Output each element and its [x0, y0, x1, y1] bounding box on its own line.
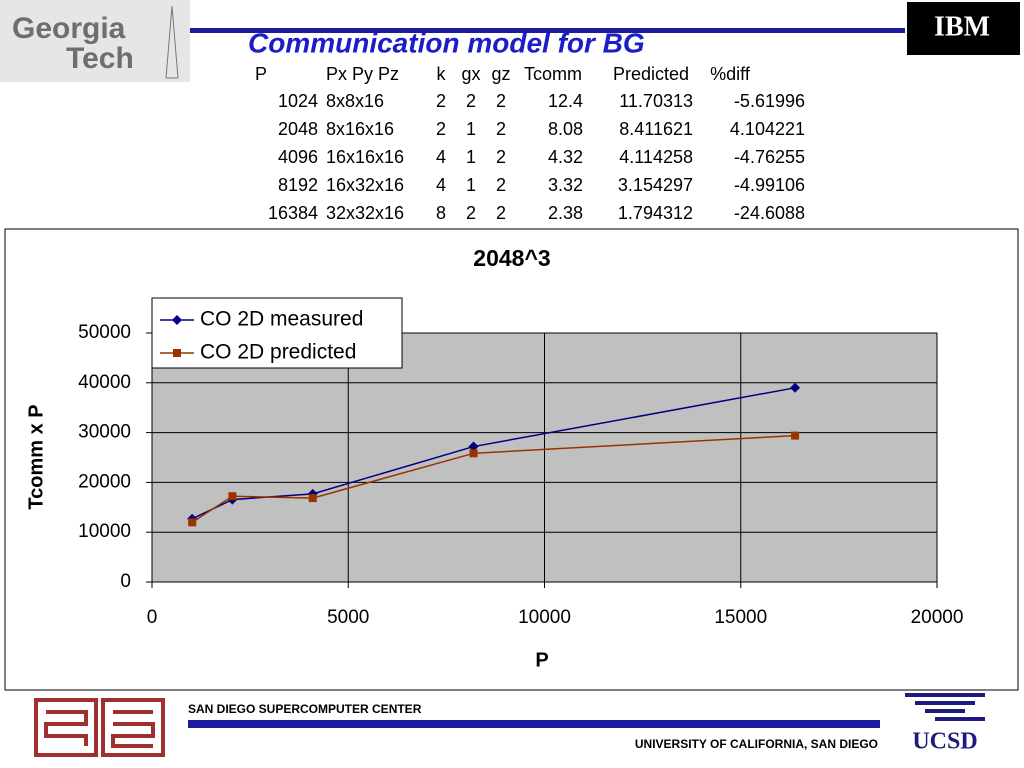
table-cell: 2: [496, 203, 506, 223]
table-cell: 2: [496, 119, 506, 139]
table-cell: 4.32: [548, 147, 583, 167]
gt-logo: Tech: [66, 42, 134, 75]
table-cell: 2: [496, 147, 506, 167]
table-header: gx: [461, 64, 480, 84]
marker: [308, 494, 317, 503]
table-cell: 2048: [278, 119, 318, 139]
table-cell: -5.61996: [734, 91, 805, 111]
table-cell: 1024: [278, 91, 318, 111]
x-tick-label: 5000: [327, 607, 369, 628]
ucsd-logo: UCSD: [912, 729, 977, 755]
table-cell: 8192: [278, 175, 318, 195]
y-tick-label: 40000: [78, 372, 131, 393]
y-tick-label: 30000: [78, 422, 131, 443]
table-cell: 4.104221: [730, 119, 805, 139]
table-cell: 16384: [268, 203, 318, 223]
gt-logo-bg: [0, 0, 190, 82]
table-header: %diff: [710, 64, 751, 84]
y-axis-label: Tcomm x P: [25, 404, 47, 509]
marker: [173, 349, 181, 357]
table-header: Predicted: [613, 64, 689, 84]
plot: 0 10000 20000 30000 40000 50000 0 5000 10000 1500…: [78, 297, 964, 628]
table-cell: 8.411621: [619, 119, 693, 139]
table-cell: 1: [466, 175, 476, 195]
table-cell: 2: [436, 119, 446, 139]
table-cell: 16x16x16: [326, 147, 404, 167]
table-cell: 2.38: [548, 203, 583, 223]
gt-tower: [165, 5, 179, 79]
table-cell: 3.32: [548, 175, 583, 195]
legend: [151, 297, 403, 369]
marker: [228, 492, 237, 501]
x-tick-label: 0: [147, 607, 158, 628]
table-cell: 2: [466, 91, 476, 111]
gt-logo: Georgia: [12, 12, 126, 45]
chart-title: 2048^3: [473, 245, 550, 271]
table-cell: 1: [466, 147, 476, 167]
table-cell: 4096: [278, 147, 318, 167]
x-tick-label: 20000: [911, 607, 964, 628]
table-cell: 2: [436, 91, 446, 111]
table-cell: 4: [436, 147, 446, 167]
ucsd-emblem: [905, 693, 985, 721]
table-cell: 2: [466, 203, 476, 223]
table-cell: -24.6088: [734, 203, 805, 223]
y-tick-label: 20000: [78, 471, 131, 492]
table-cell: 11.70313: [619, 91, 693, 111]
table-header: k: [437, 64, 447, 84]
table-cell: 2: [496, 175, 506, 195]
marker: [790, 382, 801, 393]
sdsc-logo: [34, 698, 165, 757]
y-tick-label: 0: [120, 571, 131, 592]
table-cell: 2: [496, 91, 506, 111]
table-cell: 8x16x16: [326, 119, 394, 139]
table-header: P: [255, 64, 267, 84]
marker: [468, 441, 479, 452]
marker: [791, 431, 800, 440]
table-cell: 8: [436, 203, 446, 223]
table-cell: 1.794312: [618, 203, 693, 223]
table-cell: 8x8x16: [326, 91, 384, 111]
marker: [172, 315, 182, 325]
x-axis-label: P: [535, 649, 548, 671]
table-header: gz: [491, 64, 510, 84]
footer-left: SAN DIEGO SUPERCOMPUTER CENTER: [188, 702, 422, 716]
x-tick-label: 15000: [714, 607, 767, 628]
table-cell: 4: [436, 175, 446, 195]
table-header: Px Py Pz: [326, 64, 399, 84]
slide-title: Communication model for BG: [248, 27, 645, 58]
marker: [188, 518, 197, 527]
x-tick-label: 10000: [518, 607, 571, 628]
table-cell: 1: [466, 119, 476, 139]
ibm-logo-bg: [907, 2, 1020, 55]
legend-label: CO 2D predicted: [200, 341, 356, 364]
table-cell: 8.08: [548, 119, 583, 139]
header-bar: [190, 28, 905, 33]
ibm-logo: IBM: [934, 11, 990, 42]
table-cell: 16x32x16: [326, 175, 404, 195]
footer-right: UNIVERSITY OF CALIFORNIA, SAN DIEGO: [635, 737, 878, 751]
legend-label: CO 2D measured: [200, 308, 363, 331]
table-cell: -4.99106: [734, 175, 805, 195]
marker: [469, 449, 478, 458]
y-tick-label: 10000: [78, 521, 131, 542]
table-header: Tcomm: [524, 64, 582, 84]
footer-bar: [188, 720, 880, 728]
table-cell: -4.76255: [734, 147, 805, 167]
y-tick-label: 50000: [78, 322, 131, 343]
table-cell: 12.4: [548, 91, 583, 111]
table-cell: 4.114258: [619, 147, 693, 167]
table-cell: 32x32x16: [326, 203, 404, 223]
table-cell: 3.154297: [618, 175, 693, 195]
table: P Px Py Pz k gx gz Tcomm Predicted %diff 1024 8x8…: [255, 64, 805, 223]
